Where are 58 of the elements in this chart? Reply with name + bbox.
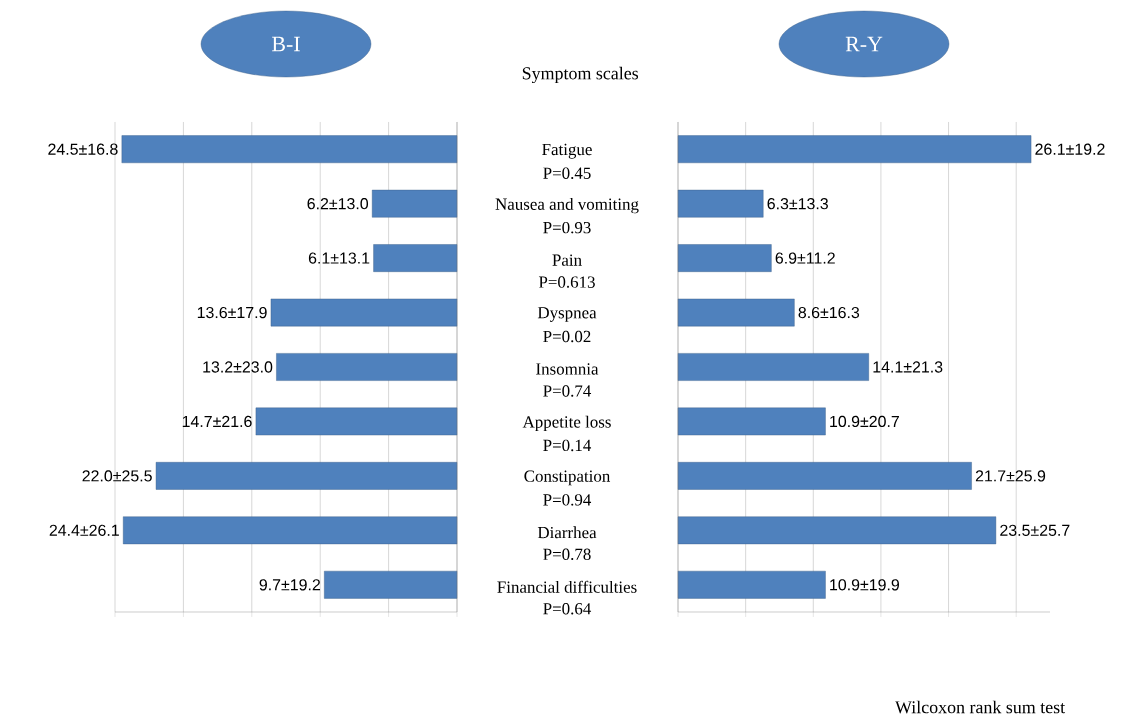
bar <box>677 298 795 327</box>
data-label: 21.7±25.9 <box>975 470 1046 482</box>
y-tick-label: Constipation <box>524 470 611 486</box>
data-label: 6.9±11.2 <box>775 252 835 264</box>
bar <box>677 244 772 272</box>
text: P=0.14 <box>543 439 592 452</box>
y-tick-label: Appetite loss <box>522 415 611 432</box>
chart-title: B-I <box>272 36 300 52</box>
data-label: 24.4±26.1 <box>49 524 119 536</box>
bar <box>677 516 997 545</box>
text: P=0.64 <box>543 603 592 615</box>
y-tick-label: Diarrhea <box>537 526 597 539</box>
text: P=0.74 <box>543 385 592 397</box>
data-label: 9.7±19.2 <box>259 579 320 591</box>
bar <box>155 462 458 490</box>
y-tick-label: Nausea and vomiting <box>495 197 639 214</box>
bar <box>255 407 458 436</box>
y-tick-label: Pain <box>552 254 582 266</box>
data-label: 14.7±21.6 <box>182 415 252 428</box>
data-label: 13.6±17.9 <box>197 306 267 319</box>
bar <box>270 298 458 327</box>
bar <box>123 516 458 545</box>
chart-title: R-Y <box>845 36 883 52</box>
data-label: 14.1±21.3 <box>873 361 943 373</box>
text: P=0.45 <box>543 167 591 179</box>
y-tick-label: Insomnia <box>536 363 599 375</box>
y-tick-label: Financial difficulties <box>497 580 637 593</box>
data-label: 24.5±16.8 <box>48 143 118 155</box>
text: P=0.78 <box>543 548 591 561</box>
data-label: 8.6±16.3 <box>798 306 860 319</box>
bar <box>371 189 458 218</box>
bar <box>677 570 826 599</box>
text: Wilcoxon rank sum test <box>895 700 1066 714</box>
data-label: 6.3±13.3 <box>767 198 828 210</box>
text: P=0.93 <box>543 221 591 234</box>
data-label: 23.5±25.7 <box>1000 524 1070 536</box>
data-label: 6.1±13.1 <box>308 252 370 264</box>
bar <box>324 570 458 599</box>
data-label: 10.9±19.9 <box>830 579 900 591</box>
text: P=0.94 <box>543 494 592 506</box>
bar <box>121 135 458 164</box>
bar <box>677 353 869 381</box>
bar <box>677 135 1032 164</box>
bar <box>373 244 458 272</box>
data-label: 22.0±25.5 <box>82 470 152 482</box>
bar <box>276 353 458 381</box>
text: P=0.613 <box>538 276 595 288</box>
data-label: 6.2±13.0 <box>307 198 369 210</box>
bar <box>677 407 826 436</box>
y-tick-label: Fatigue <box>542 143 592 159</box>
text: P=0.02 <box>543 330 591 343</box>
bar <box>677 462 972 490</box>
bar <box>677 189 764 218</box>
text: Symptom scales <box>522 66 639 84</box>
data-label: 13.2±23.0 <box>203 361 273 373</box>
y-tick-label: Dyspnea <box>537 307 597 322</box>
data-label: 10.9±20.7 <box>830 415 899 428</box>
data-label: 26.1±19.2 <box>1035 143 1105 155</box>
